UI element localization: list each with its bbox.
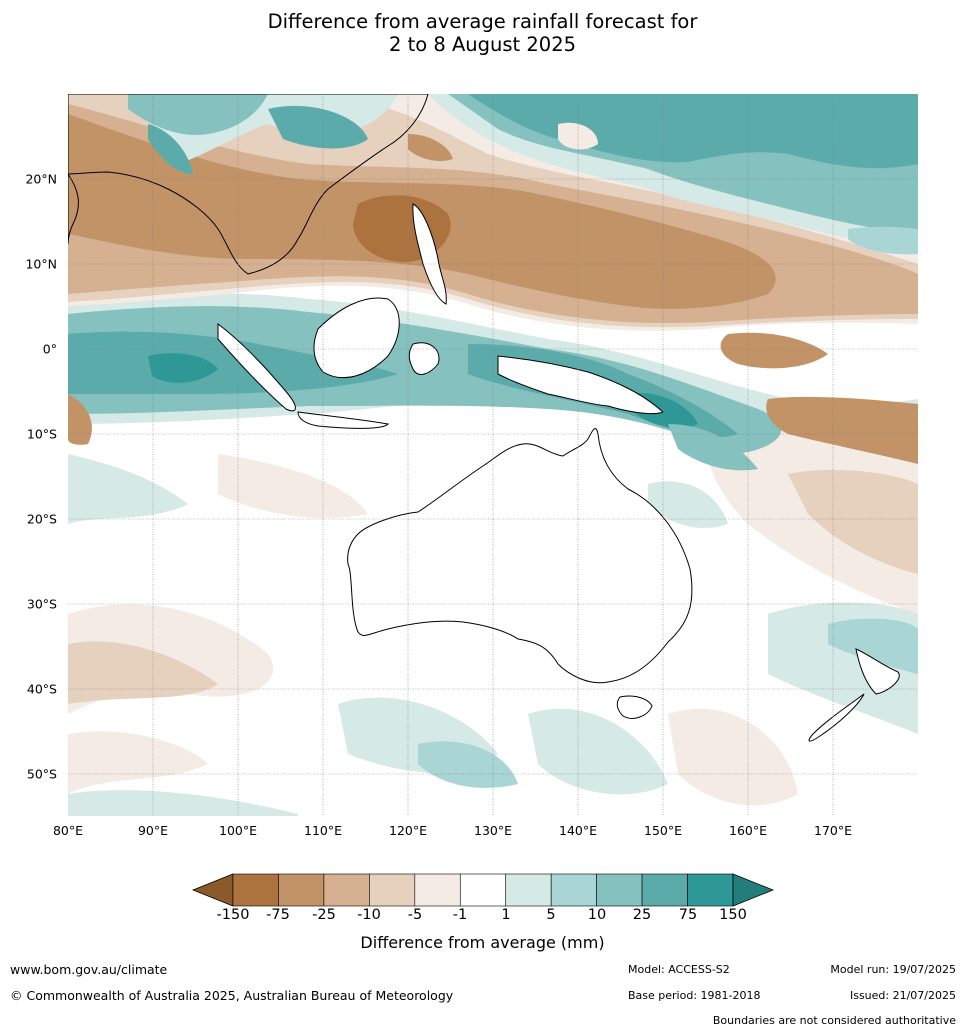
- colorbar-segment: [323, 873, 370, 907]
- sumatra-outline: [217, 322, 296, 412]
- colorbar-segment: [596, 873, 643, 907]
- colorbar-tick: 1: [501, 907, 511, 923]
- colorbar-tick: -75: [266, 907, 290, 923]
- lat-label-20s: 20°S: [26, 511, 57, 527]
- colorbar-segment: [641, 873, 688, 907]
- colorbar-tick: 5: [546, 907, 556, 923]
- colorbar-label: Difference from average (mm): [360, 933, 605, 952]
- southern-ocean-anomalies: [68, 419, 918, 816]
- lon-label-170e: 170°E: [813, 823, 853, 838]
- lon-label-130e: 130°E: [473, 823, 513, 838]
- website-link[interactable]: www.bom.gov.au/climate: [10, 962, 168, 977]
- title-line-2: 2 to 8 August 2025: [388, 33, 577, 56]
- colorbar-segment: [414, 873, 461, 907]
- lon-label-90e: 90°E: [137, 823, 169, 838]
- lon-label-80e: 80°E: [52, 823, 84, 838]
- map-svg: [68, 94, 918, 816]
- colorbar: [192, 873, 774, 907]
- lat-label-50s: 50°S: [26, 766, 57, 782]
- lon-label-160e: 160°E: [728, 823, 768, 838]
- issued-text: Issued: 21/07/2025: [849, 989, 956, 1002]
- title-line-1: Difference from average rainfall forecas…: [267, 10, 698, 33]
- asia-mainland-outline: [68, 94, 429, 275]
- lat-label-30s: 30°S: [26, 596, 57, 612]
- colorbar-tick: 150: [719, 907, 747, 923]
- colorbar-tick: -150: [216, 907, 250, 923]
- australia-outline: [347, 428, 693, 684]
- base-period-text: Base period: 1981-2018: [628, 989, 761, 1002]
- lat-label-40s: 40°S: [26, 681, 57, 697]
- northern-wet-patches: [128, 94, 918, 255]
- model-run-text: Model run: 19/07/2025: [830, 963, 956, 976]
- colorbar-tick: -1: [452, 907, 468, 923]
- lat-label-20n: 20°N: [25, 171, 57, 187]
- colorbar-tick: 25: [632, 907, 652, 923]
- india-outline: [68, 173, 79, 245]
- new-zealand-north: [855, 648, 900, 695]
- colorbar-segment: [369, 873, 416, 907]
- lon-label-110e: 110°E: [303, 823, 343, 838]
- philippines-outline: [412, 203, 447, 305]
- colorbar-segment: [550, 873, 597, 907]
- colorbar-tick: 75: [678, 907, 698, 923]
- sulawesi-outline: [408, 342, 440, 375]
- new-guinea-outline: [497, 355, 664, 415]
- chart-title: Difference from average rainfall forecas…: [0, 10, 965, 56]
- landmasses: [68, 94, 900, 742]
- colorbar-segment: [232, 873, 279, 907]
- borneo-outline: [313, 297, 400, 379]
- rainfall-map: [68, 94, 918, 816]
- new-zealand-south: [808, 693, 865, 742]
- lon-label-100e: 100°E: [218, 823, 258, 838]
- model-text: Model: ACCESS-S2: [628, 963, 730, 976]
- colorbar-tick: -10: [357, 907, 381, 923]
- colorbar-tick: -25: [312, 907, 336, 923]
- tasmania-outline: [616, 695, 653, 719]
- lat-label-10n: 10°N: [25, 256, 57, 272]
- lon-label-120e: 120°E: [388, 823, 428, 838]
- copyright-text: © Commonwealth of Australia 2025, Austra…: [10, 988, 454, 1003]
- colorbar-segment: [687, 873, 734, 907]
- lat-label-10s: 10°S: [26, 426, 57, 442]
- colorbar-segment: [278, 873, 325, 907]
- colorbar-tick: 10: [587, 907, 607, 923]
- colorbar-arrow-high: [732, 873, 774, 907]
- lat-label-0: 0°: [42, 341, 57, 357]
- colorbar-segment: [459, 873, 507, 907]
- colorbar-segment: [505, 873, 552, 907]
- colorbar-tick: -5: [407, 907, 423, 923]
- java-outline: [297, 411, 389, 429]
- gridlines: [68, 94, 918, 816]
- disclaimer-text: Boundaries are not considered authoritat…: [712, 1014, 956, 1027]
- lon-label-140e: 140°E: [558, 823, 598, 838]
- lon-label-150e: 150°E: [643, 823, 683, 838]
- colorbar-arrow-low: [192, 873, 234, 907]
